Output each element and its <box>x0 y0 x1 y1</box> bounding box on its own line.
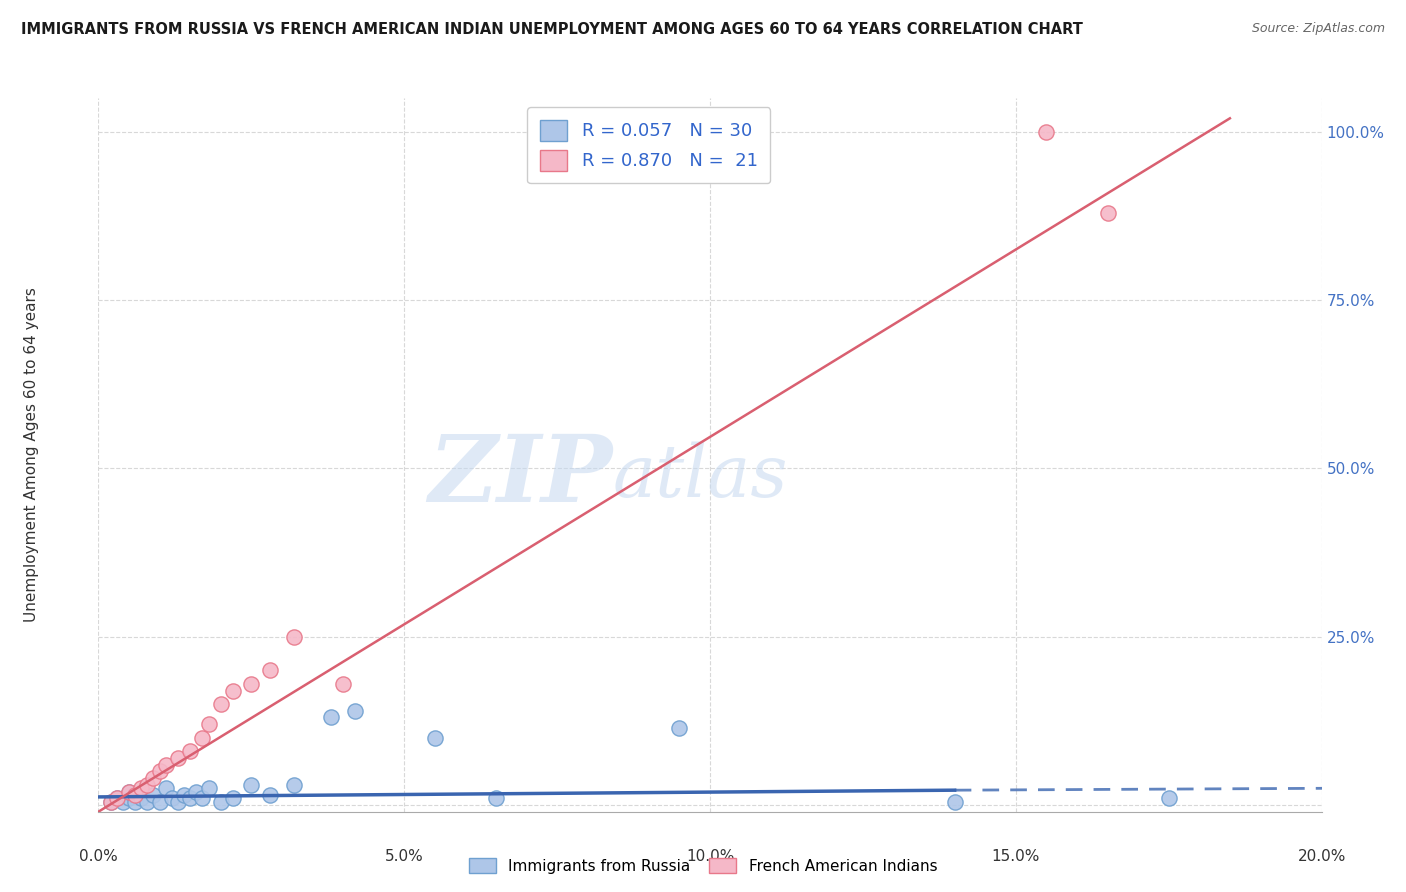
Point <box>332 677 354 691</box>
Point <box>319 710 342 724</box>
Point <box>240 778 263 792</box>
Point <box>943 795 966 809</box>
Point <box>167 795 190 809</box>
Point <box>129 781 152 796</box>
Point <box>173 788 195 802</box>
Point <box>222 791 245 805</box>
Point <box>179 791 201 805</box>
Point <box>485 791 508 805</box>
Text: 10.0%: 10.0% <box>686 849 734 863</box>
Point <box>191 791 214 805</box>
Point <box>240 677 263 691</box>
Point <box>129 791 152 805</box>
Point <box>118 791 141 805</box>
Point <box>179 744 201 758</box>
Point <box>155 781 177 796</box>
Point <box>1035 125 1057 139</box>
Point <box>142 771 165 785</box>
Text: 15.0%: 15.0% <box>991 849 1040 863</box>
Point <box>136 795 159 809</box>
Point <box>142 788 165 802</box>
Point <box>100 795 122 809</box>
Point <box>186 784 208 798</box>
Point <box>283 630 305 644</box>
Text: 20.0%: 20.0% <box>1298 849 1346 863</box>
Point <box>209 795 232 809</box>
Text: Unemployment Among Ages 60 to 64 years: Unemployment Among Ages 60 to 64 years <box>24 287 38 623</box>
Point <box>283 778 305 792</box>
Point <box>136 778 159 792</box>
Point <box>167 751 190 765</box>
Point <box>155 757 177 772</box>
Point <box>423 731 446 745</box>
Point <box>118 784 141 798</box>
Point <box>209 697 232 711</box>
Point <box>344 704 367 718</box>
Point <box>197 717 219 731</box>
Text: atlas: atlas <box>612 441 787 512</box>
Point <box>149 795 172 809</box>
Point <box>111 795 134 809</box>
Point <box>100 795 122 809</box>
Point <box>124 795 146 809</box>
Legend: R = 0.057   N = 30, R = 0.870   N =  21: R = 0.057 N = 30, R = 0.870 N = 21 <box>527 107 770 183</box>
Text: IMMIGRANTS FROM RUSSIA VS FRENCH AMERICAN INDIAN UNEMPLOYMENT AMONG AGES 60 TO 6: IMMIGRANTS FROM RUSSIA VS FRENCH AMERICA… <box>21 22 1083 37</box>
Text: ZIP: ZIP <box>427 432 612 521</box>
Point <box>105 791 128 805</box>
Legend: Immigrants from Russia, French American Indians: Immigrants from Russia, French American … <box>463 852 943 880</box>
Point <box>1157 791 1180 805</box>
Point <box>124 788 146 802</box>
Point <box>149 764 172 779</box>
Point <box>259 788 281 802</box>
Text: 0.0%: 0.0% <box>79 849 118 863</box>
Point <box>259 664 281 678</box>
Point <box>191 731 214 745</box>
Point <box>197 781 219 796</box>
Point <box>222 683 245 698</box>
Text: 5.0%: 5.0% <box>385 849 423 863</box>
Point <box>668 721 690 735</box>
Point <box>160 791 183 805</box>
Text: Source: ZipAtlas.com: Source: ZipAtlas.com <box>1251 22 1385 36</box>
Point <box>118 784 141 798</box>
Point <box>1097 205 1119 219</box>
Point <box>105 791 128 805</box>
